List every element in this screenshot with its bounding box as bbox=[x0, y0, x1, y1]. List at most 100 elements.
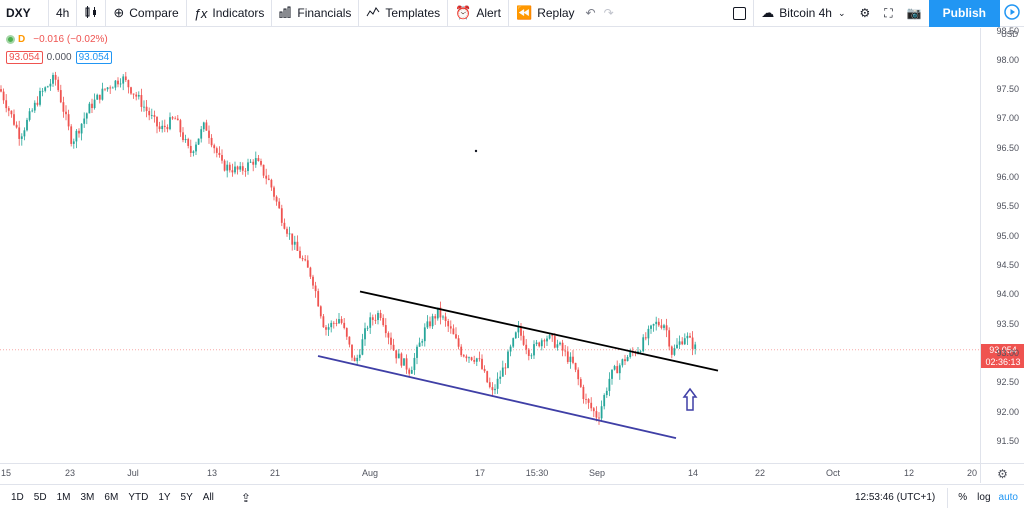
sell-price-button[interactable]: 93.054 bbox=[6, 50, 43, 64]
snapshot-button[interactable]: 📷 bbox=[900, 0, 929, 27]
candles-icon bbox=[84, 5, 98, 22]
financials-button[interactable]: Financials bbox=[272, 0, 358, 27]
time-axis[interactable]: 15 23 Jul 13 21 Aug 17 15:30 Sep 14 22 Oct 12 20 bbox=[0, 463, 980, 483]
candle-body bbox=[644, 337, 647, 339]
divider bbox=[76, 0, 78, 27]
undo-button[interactable]: ↶ bbox=[585, 6, 596, 20]
price-tick-label: 96.50 bbox=[996, 142, 1019, 153]
divider bbox=[105, 0, 107, 27]
candle-body bbox=[660, 325, 663, 328]
publish-button[interactable]: Publish bbox=[928, 0, 1000, 27]
price-axis[interactable]: USD 93.054 02:36:13 98.50 98.00 97.50 97.00… bbox=[980, 26, 1024, 463]
range-button-5d[interactable]: 5D bbox=[33, 492, 47, 503]
redo-button[interactable]: ↷ bbox=[603, 6, 614, 20]
candle-body bbox=[288, 233, 291, 235]
candle-body bbox=[585, 399, 587, 400]
candle-body bbox=[119, 83, 122, 85]
candle-body bbox=[590, 402, 593, 409]
range-button-5y[interactable]: 5Y bbox=[180, 492, 193, 503]
price-change: −0.016 (−0.02%) bbox=[33, 33, 108, 45]
range-button-3m[interactable]: 3M bbox=[80, 492, 95, 503]
range-button-ytd[interactable]: YTD bbox=[128, 492, 149, 503]
candle-body bbox=[130, 87, 132, 94]
axis-settings-button[interactable]: ⚙ bbox=[980, 463, 1024, 483]
fullscreen-button[interactable]: ⛶ bbox=[877, 0, 899, 27]
candle-body bbox=[369, 317, 372, 328]
candle-body bbox=[535, 342, 538, 345]
indicators-button[interactable]: ƒx Indicators bbox=[187, 0, 272, 27]
candle-body bbox=[413, 357, 416, 371]
candle-body bbox=[286, 228, 288, 234]
candle-body bbox=[104, 88, 106, 90]
currency-label[interactable]: USD bbox=[1001, 30, 1018, 39]
candle-body bbox=[431, 316, 434, 327]
cloud-icon: ☁ bbox=[761, 5, 775, 20]
candle-body bbox=[72, 141, 75, 144]
candle-body bbox=[59, 90, 62, 103]
plus-circle-icon: ⊕ bbox=[113, 5, 125, 20]
candle-body bbox=[403, 358, 405, 366]
candle-body bbox=[468, 357, 470, 359]
buy-price-button[interactable]: 93.054 bbox=[75, 50, 113, 64]
spread-value: 0.000 bbox=[46, 51, 72, 63]
candle-body bbox=[512, 338, 515, 347]
divider bbox=[185, 0, 187, 27]
up-arrow-annotation[interactable] bbox=[682, 387, 698, 411]
range-button-1d[interactable]: 1D bbox=[11, 492, 24, 503]
candle-body bbox=[57, 79, 60, 91]
candle-body bbox=[694, 344, 697, 349]
candle-body bbox=[20, 136, 23, 139]
expand-icon: ⛶ bbox=[884, 5, 893, 20]
candle-body bbox=[330, 322, 333, 328]
candle-body bbox=[39, 90, 41, 105]
candle-body bbox=[218, 152, 221, 156]
candle-body bbox=[624, 359, 626, 362]
publish-menu-button[interactable] bbox=[1000, 0, 1024, 27]
candle-body bbox=[176, 118, 179, 121]
range-button-1m[interactable]: 1M bbox=[56, 492, 71, 503]
candle-body bbox=[150, 115, 153, 116]
gear-icon: ⚙ bbox=[859, 6, 871, 20]
layout-button[interactable]: ☁ Bitcoin 4h ⌄ bbox=[754, 0, 852, 27]
candle-body bbox=[7, 108, 10, 111]
chart-type-button[interactable] bbox=[77, 0, 105, 27]
auto-toggle[interactable]: auto bbox=[998, 492, 1018, 503]
replay-button[interactable]: ⏪ Replay bbox=[509, 0, 582, 27]
candle-body bbox=[421, 341, 424, 343]
alert-button[interactable]: ⏰ Alert bbox=[448, 0, 508, 27]
log-toggle[interactable]: log bbox=[977, 492, 991, 503]
candle-body bbox=[299, 250, 301, 259]
range-button-1y[interactable]: 1Y bbox=[158, 492, 171, 503]
symbol-search[interactable]: DXY bbox=[6, 6, 31, 20]
candle-body bbox=[579, 379, 582, 387]
candle-body bbox=[161, 125, 164, 130]
price-tick-label: 91.50 bbox=[996, 436, 1019, 446]
candle-body bbox=[384, 325, 387, 334]
candle-body bbox=[650, 325, 652, 329]
interval-button[interactable]: 4h bbox=[56, 6, 70, 20]
time-tick-label: 13 bbox=[206, 468, 218, 478]
percent-toggle[interactable]: % bbox=[958, 492, 968, 503]
time-tick-label: 21 bbox=[269, 468, 281, 478]
clock[interactable]: 12:53:46 (UTC+1) bbox=[854, 492, 936, 503]
range-button-6m[interactable]: 6M bbox=[104, 492, 119, 503]
range-button-all[interactable]: All bbox=[202, 492, 214, 503]
chevron-down-icon: ⌄ bbox=[837, 7, 846, 18]
candle-body bbox=[509, 346, 512, 352]
goto-date-button[interactable]: ⇪ bbox=[240, 490, 251, 505]
market-status-icon[interactable] bbox=[6, 34, 15, 44]
settings-button[interactable]: ⚙ bbox=[853, 0, 878, 27]
fullscreen-box-button[interactable] bbox=[726, 0, 753, 27]
candle-body bbox=[189, 145, 192, 153]
resistance-trendline[interactable] bbox=[359, 290, 719, 372]
support-trendline[interactable] bbox=[317, 355, 677, 439]
candle-body bbox=[371, 317, 374, 320]
candle-body bbox=[52, 74, 54, 84]
candle-body bbox=[210, 137, 213, 146]
candle-body bbox=[106, 87, 109, 90]
chart-pane[interactable]: D −0.016 (−0.02%) 93.054 0.000 93.054 bbox=[0, 28, 980, 463]
templates-button[interactable]: Templates bbox=[359, 0, 447, 27]
candle-body bbox=[546, 338, 548, 342]
compare-button[interactable]: ⊕ Compare bbox=[106, 0, 185, 27]
chart-canvas[interactable] bbox=[0, 28, 980, 463]
